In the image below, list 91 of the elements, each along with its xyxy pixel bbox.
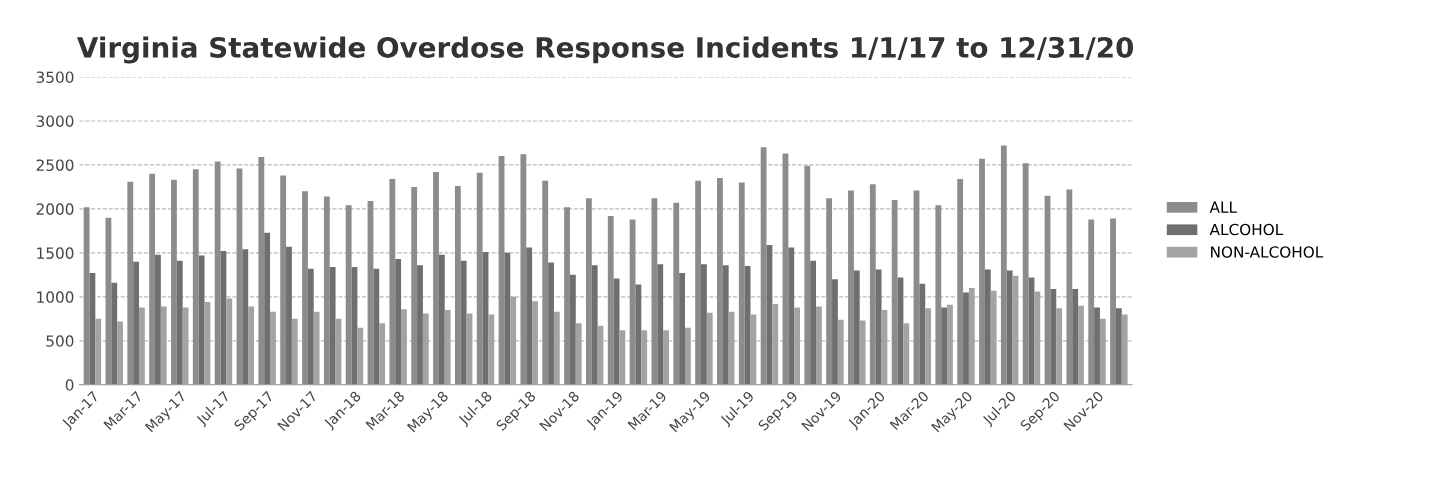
- bar: [242, 249, 249, 385]
- bar: [963, 292, 969, 385]
- bar: [433, 171, 439, 385]
- bar: [1110, 218, 1116, 385]
- legend-label: ALCOHOL: [1209, 223, 1284, 236]
- bar: [111, 282, 118, 385]
- bar: [286, 246, 292, 385]
- bar: [526, 247, 533, 385]
- bar: [848, 190, 854, 385]
- y-tick-label: 2000: [36, 203, 74, 215]
- bar: [1022, 163, 1029, 385]
- legend-label: NON-ALCOHOL: [1211, 246, 1324, 258]
- bar: [738, 182, 745, 385]
- bar: [520, 154, 527, 385]
- bar: [869, 184, 876, 385]
- bar: [701, 264, 707, 385]
- bar: [476, 172, 483, 385]
- bar: [373, 268, 380, 385]
- bar: [722, 265, 729, 385]
- bar: [564, 207, 570, 385]
- bar: [548, 262, 554, 385]
- bar: [635, 284, 642, 385]
- y-tick-label: 1000: [37, 291, 74, 303]
- bar: [1066, 189, 1073, 385]
- bar: [591, 265, 598, 385]
- bar: [504, 252, 511, 385]
- bar: [979, 158, 985, 385]
- bar: [302, 191, 308, 385]
- bar: [891, 200, 898, 385]
- bar: [695, 180, 702, 385]
- bar: [832, 279, 838, 385]
- bar: [214, 161, 221, 385]
- y-tick-label: 0: [65, 379, 74, 391]
- bar: [1115, 308, 1122, 385]
- bar: [127, 181, 134, 385]
- bar: [323, 196, 330, 385]
- bar: [411, 186, 418, 385]
- bar: [1000, 145, 1007, 385]
- bar: [176, 260, 183, 385]
- bar: [389, 178, 396, 385]
- bar: [760, 147, 767, 385]
- bar: [679, 273, 685, 385]
- bar: [258, 157, 265, 385]
- chart-title: Virginia Statewide Overdose Response Incidents 1/1/17 to 12/31/20: [77, 36, 1134, 64]
- bar: [198, 255, 205, 385]
- bar: [810, 260, 817, 385]
- bar: [1072, 288, 1079, 385]
- bar: [919, 283, 926, 385]
- y-tick-label: 3000: [36, 115, 74, 127]
- bar: [542, 180, 549, 385]
- bar: [607, 215, 614, 385]
- bar: [826, 198, 833, 385]
- bar: [345, 205, 352, 385]
- bar: [83, 207, 90, 385]
- bar: [155, 254, 161, 385]
- bar: [673, 202, 680, 385]
- bar: [460, 260, 467, 385]
- y-tick-label: 2500: [36, 159, 74, 171]
- bar: [438, 254, 445, 385]
- bar: [744, 266, 751, 385]
- y-tick-label: 500: [46, 335, 74, 347]
- bar: [935, 205, 942, 385]
- bar: [454, 186, 461, 385]
- bar: [984, 269, 991, 385]
- bar: [417, 265, 423, 385]
- bar: [957, 178, 964, 385]
- bar: [1050, 288, 1057, 385]
- legend-label: ALL: [1209, 201, 1237, 213]
- bar: [717, 178, 723, 385]
- y-tick-label: 1500: [37, 247, 74, 259]
- bar: [395, 259, 402, 385]
- y-tick-label: 3500: [36, 71, 74, 83]
- bar: [133, 261, 139, 385]
- bar: [171, 179, 177, 385]
- bar: [192, 169, 199, 385]
- bar: [307, 268, 314, 385]
- bar: [804, 165, 811, 385]
- bar: [280, 175, 287, 385]
- bar: [329, 266, 336, 385]
- bar: [1094, 307, 1100, 385]
- bar: [875, 269, 882, 385]
- bar: [1088, 219, 1095, 385]
- bar: [264, 232, 271, 385]
- bar: [657, 264, 664, 385]
- bar: [788, 247, 795, 385]
- bar: [853, 270, 860, 385]
- bar: [1006, 270, 1013, 385]
- bar: [585, 198, 592, 385]
- bar: [569, 274, 576, 385]
- bar: [149, 173, 156, 385]
- bar: [941, 307, 948, 385]
